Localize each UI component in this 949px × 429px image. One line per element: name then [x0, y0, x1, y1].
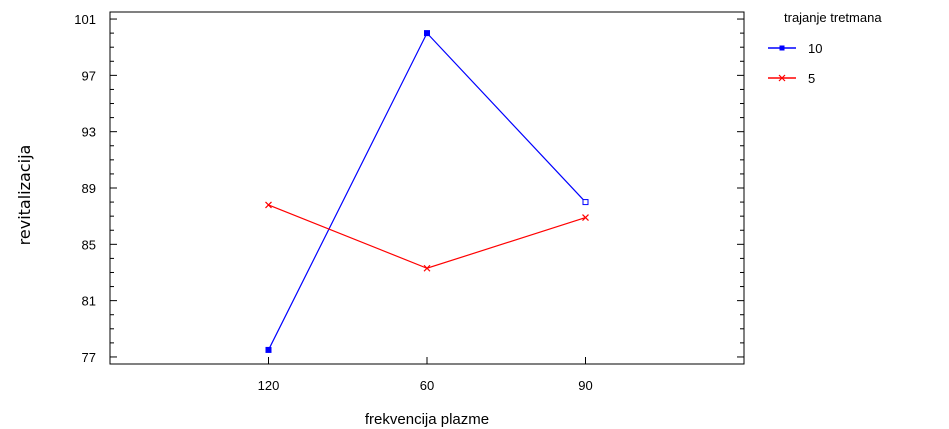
- legend-item-5: 5: [768, 71, 815, 86]
- y-tick-label: 97: [82, 68, 96, 83]
- y-tick-label: 101: [74, 12, 96, 27]
- x-axis-title: frekvencija plazme: [365, 411, 489, 428]
- series-line-5: [268, 204, 586, 269]
- y-tick-label: 93: [82, 125, 96, 140]
- legend-items: 10 5: [768, 41, 822, 86]
- y-tick-label: 89: [82, 181, 96, 196]
- y-axis-title: revitalizacija: [15, 145, 34, 246]
- x-tick-label: 120: [258, 378, 280, 393]
- legend-label: 5: [808, 71, 815, 86]
- x-tick-label: 60: [420, 378, 434, 393]
- axis-ticks: 77 81 85 89 93 97 101 120 60 90: [74, 12, 744, 393]
- data-point-10: [582, 199, 589, 206]
- data-point-5: [423, 264, 431, 272]
- data-point-5: [265, 201, 272, 209]
- x-tick-label: 90: [578, 378, 592, 393]
- legend-label: 10: [808, 41, 822, 56]
- legend-title: trajanje tretmana: [784, 10, 882, 25]
- data-point-10: [424, 30, 430, 37]
- data-point-5: [582, 214, 589, 221]
- series-group: [265, 30, 589, 353]
- y-tick-label: 85: [82, 237, 96, 252]
- legend: trajanje tretmana 10 5: [768, 10, 882, 86]
- series-line-10: [267, 32, 586, 351]
- y-tick-label: 77: [82, 350, 96, 365]
- legend-item-10: 10: [768, 41, 822, 56]
- y-tick-label: 81: [82, 294, 96, 309]
- legend-swatch-marker: [778, 74, 786, 82]
- legend-swatch-marker: [779, 45, 785, 51]
- data-point-10: [265, 346, 272, 353]
- plot-frame: [109, 11, 745, 365]
